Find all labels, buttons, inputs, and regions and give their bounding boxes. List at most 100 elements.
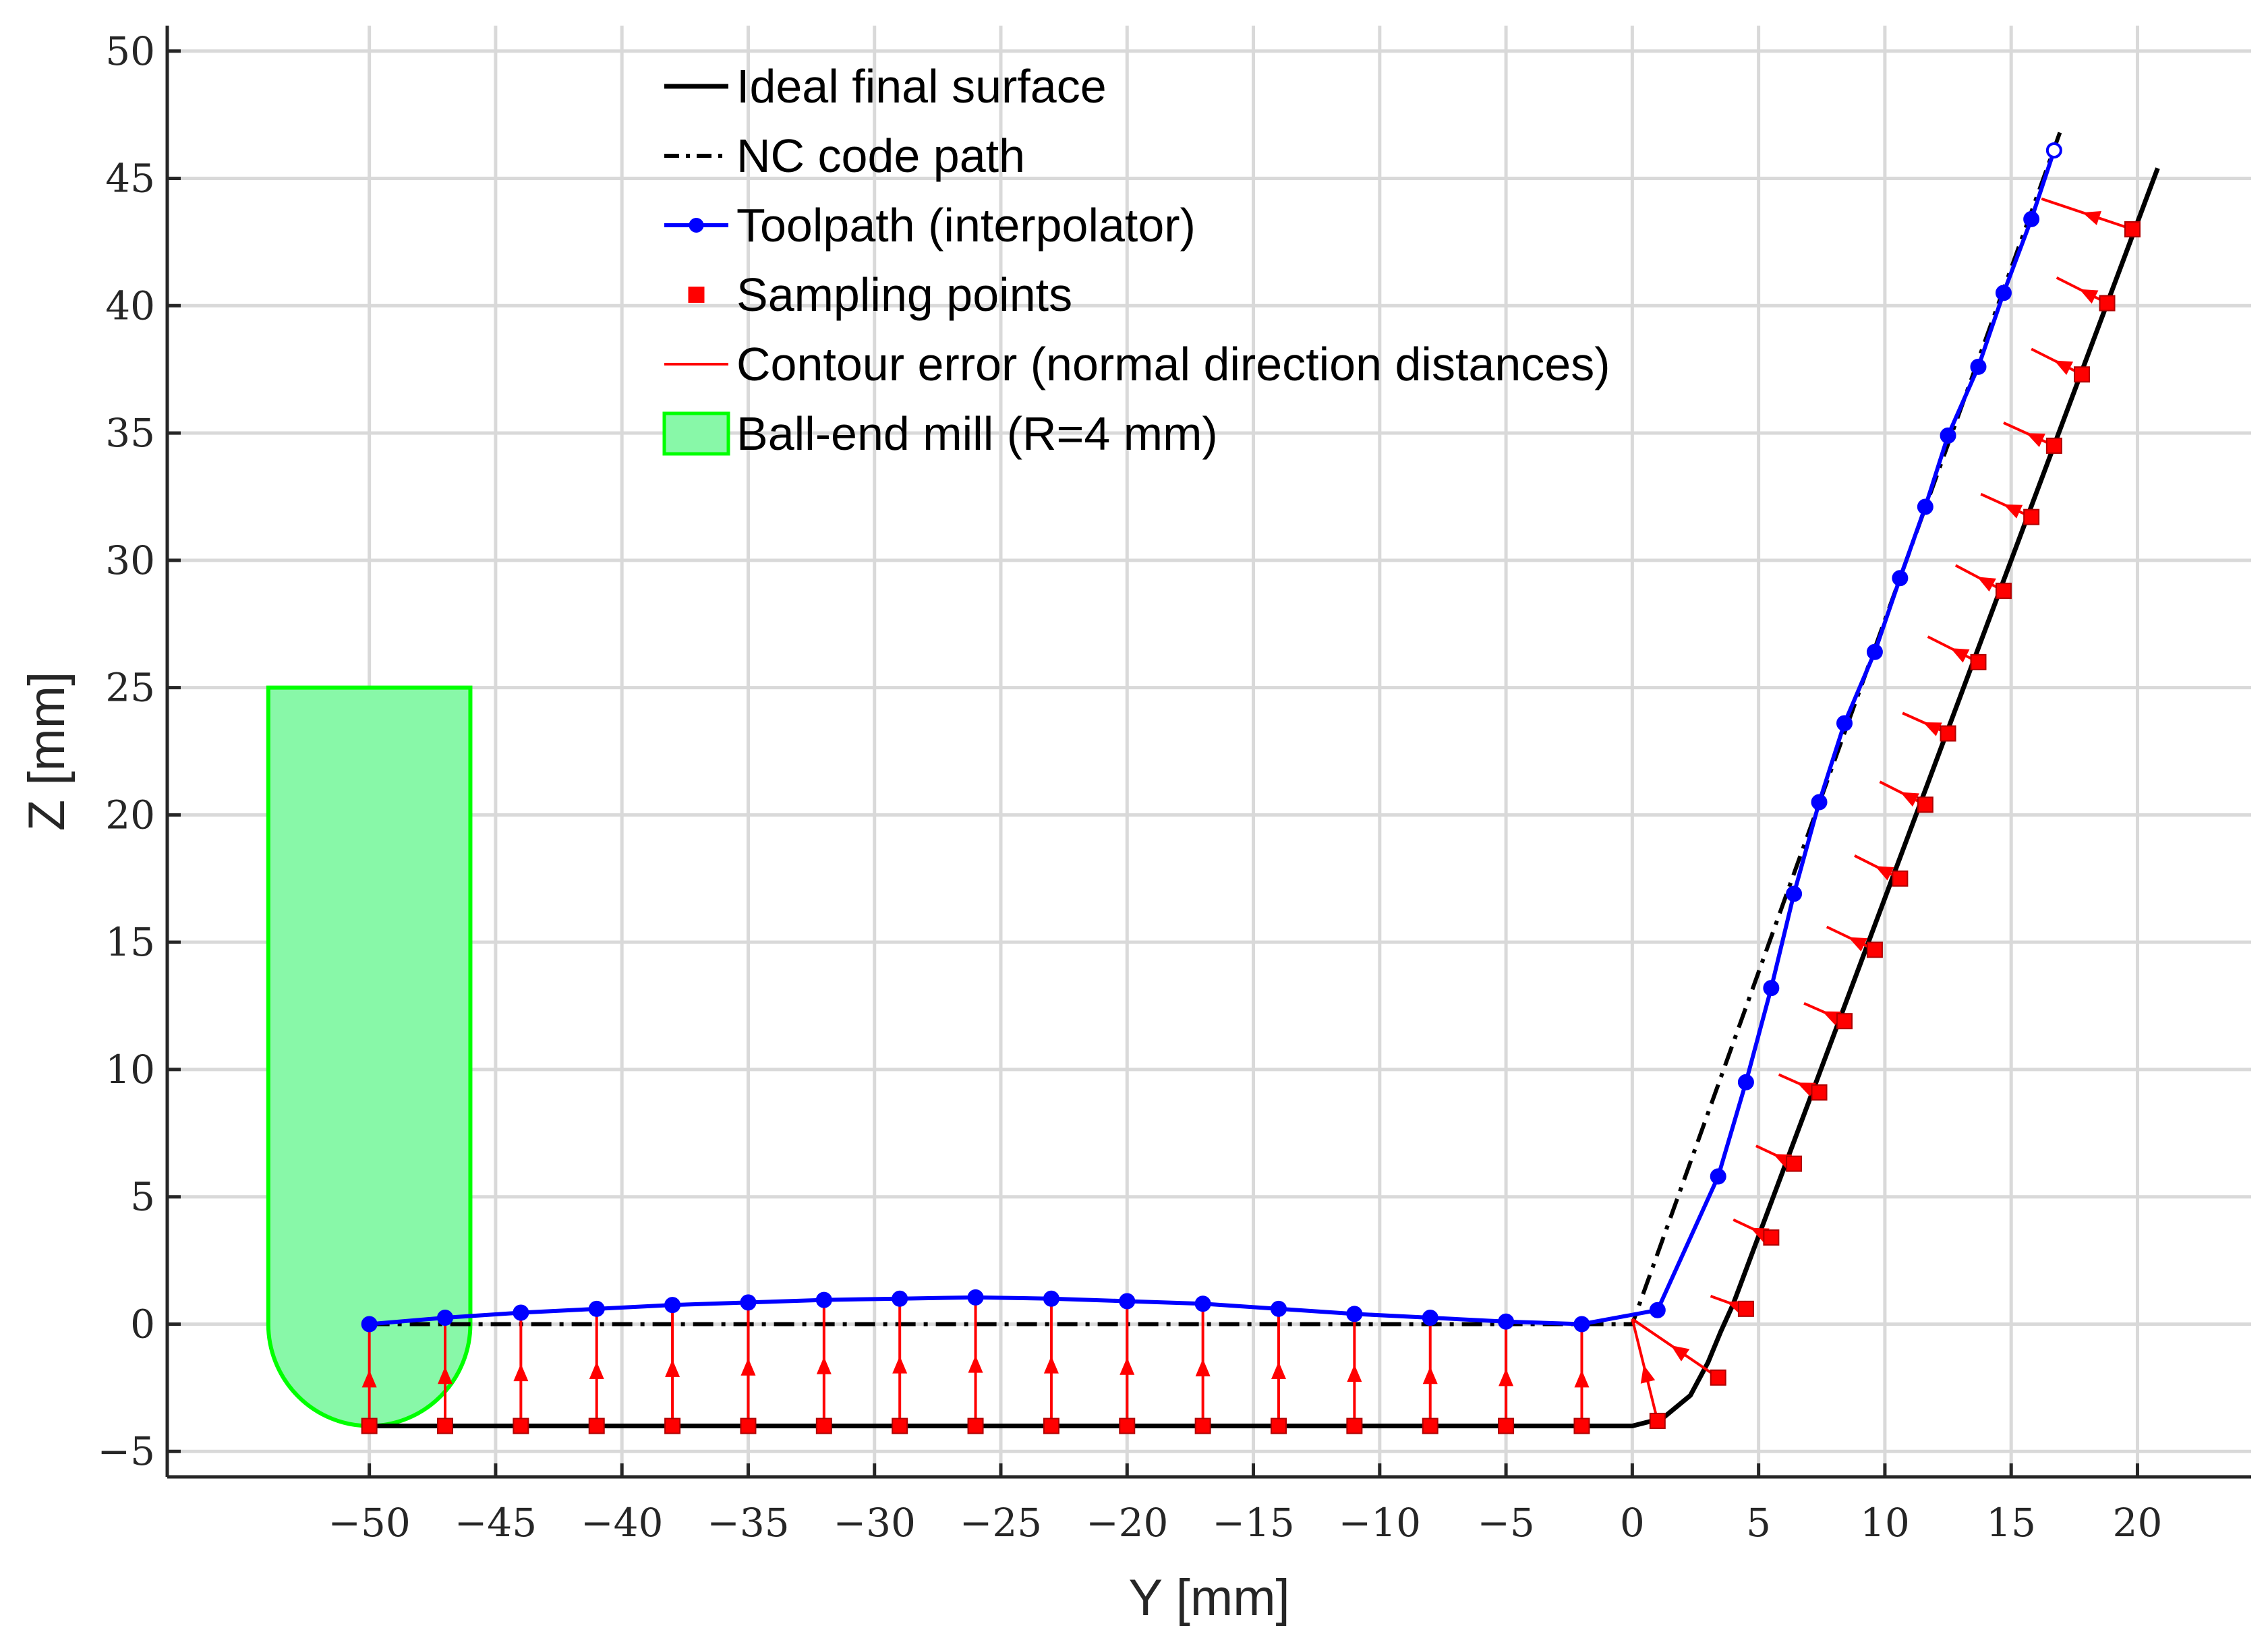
toolpath-point bbox=[2023, 210, 2040, 227]
sampling-point bbox=[1737, 1300, 1754, 1317]
toolpath-point bbox=[2045, 142, 2062, 158]
ideal-surface-line bbox=[369, 167, 2160, 1428]
sampling-point bbox=[1649, 1412, 1666, 1429]
sampling-point bbox=[361, 1418, 378, 1434]
y-tick-label: 0 bbox=[130, 1301, 155, 1347]
y-tick-label: 20 bbox=[105, 792, 155, 838]
contour-error-arrowhead bbox=[589, 1361, 604, 1379]
toolpath-point bbox=[664, 1297, 681, 1314]
x-tick-label: 0 bbox=[1620, 1500, 1645, 1546]
toolpath-point bbox=[1710, 1168, 1726, 1185]
contour-error-arrowhead bbox=[1875, 866, 1894, 881]
toolpath-point bbox=[1498, 1313, 1515, 1330]
sampling-point bbox=[1917, 796, 1933, 813]
sampling-point bbox=[2074, 366, 2091, 383]
toolpath-point bbox=[1119, 1293, 1136, 1310]
contour-error-arrowhead bbox=[665, 1359, 680, 1377]
sampling-point bbox=[2124, 221, 2141, 238]
contour-error-arrowhead bbox=[892, 1355, 908, 1374]
legend-label-3: Toolpath (interpolator) bbox=[736, 199, 1196, 252]
contour-error-arrowhead bbox=[2003, 504, 2023, 519]
toolpath-point bbox=[513, 1304, 529, 1321]
sampling-point bbox=[2023, 508, 2040, 525]
toolpath-point bbox=[1649, 1302, 1666, 1318]
toolpath-point bbox=[1346, 1306, 1363, 1322]
x-tick-label: −35 bbox=[707, 1500, 789, 1546]
legend-label-1: Ideal final surface bbox=[736, 60, 1107, 113]
legend-swatch-patch bbox=[662, 411, 730, 456]
toolpath-point bbox=[1995, 285, 2012, 301]
y-tick-label: 45 bbox=[105, 156, 155, 202]
x-tick-label: 5 bbox=[1746, 1500, 1771, 1546]
y-tick-label: 10 bbox=[105, 1047, 155, 1092]
toolpath-point bbox=[1970, 358, 1987, 375]
sampling-point bbox=[1710, 1369, 1726, 1386]
contour-error-arrowhead bbox=[2026, 433, 2045, 448]
x-tick-label: −5 bbox=[1477, 1500, 1535, 1546]
toolpath-point bbox=[1043, 1290, 1059, 1307]
sampling-point bbox=[1043, 1418, 1059, 1434]
toolpath-point bbox=[1422, 1310, 1438, 1326]
contour-error-arrowhead bbox=[1640, 1364, 1656, 1384]
sampling-point bbox=[1271, 1418, 1287, 1434]
legend-swatch-marker bbox=[689, 218, 704, 233]
contour-error-arrowhead bbox=[1043, 1355, 1059, 1374]
x-axis-label: Y [mm] bbox=[1128, 1569, 1289, 1627]
sampling-point bbox=[513, 1418, 529, 1434]
y-tick-label: 50 bbox=[105, 28, 155, 74]
sampling-point bbox=[1119, 1418, 1136, 1434]
x-tick-label: −25 bbox=[960, 1500, 1042, 1546]
y-axis-label: Z [mm] bbox=[18, 672, 76, 831]
contour-error-arrowhead bbox=[968, 1355, 983, 1373]
x-tick-label: −20 bbox=[1086, 1500, 1168, 1546]
sampling-point bbox=[740, 1418, 757, 1434]
legend-label-6: Ball-end mill (R=4 mm) bbox=[736, 407, 1218, 460]
toolpath-point bbox=[1811, 794, 1828, 811]
sampling-point bbox=[2045, 437, 2062, 454]
contour-error-arrowhead bbox=[1900, 792, 1919, 807]
toolpath-point bbox=[1892, 570, 1909, 587]
legend-label-5: Contour error (normal direction distance… bbox=[736, 338, 1610, 390]
toolpath-point bbox=[1866, 643, 1883, 660]
y-tick-label: 30 bbox=[105, 537, 155, 583]
contour-error-arrowhead bbox=[1848, 937, 1867, 952]
toolpath-point bbox=[437, 1310, 453, 1326]
x-tick-label: 10 bbox=[1860, 1500, 1910, 1546]
sampling-point bbox=[1346, 1418, 1363, 1434]
y-tick-label: 5 bbox=[130, 1174, 155, 1220]
contour-error-arrowhead bbox=[1950, 648, 1970, 663]
legend-swatch-marker bbox=[688, 287, 705, 303]
sampling-point bbox=[1866, 941, 1883, 958]
contour-error-arrowhead bbox=[1120, 1357, 1135, 1375]
x-tick-label: −50 bbox=[328, 1500, 410, 1546]
sampling-point bbox=[967, 1418, 984, 1434]
contour-error-arrowhead bbox=[740, 1358, 756, 1376]
toolpath-point bbox=[1194, 1295, 1211, 1312]
contour-error-arrowhead bbox=[2082, 210, 2101, 225]
sampling-point bbox=[1892, 870, 1909, 887]
toolpath-point bbox=[1763, 980, 1780, 997]
contour-error-arrowhead bbox=[1347, 1364, 1362, 1382]
contour-error-arrowhead bbox=[1271, 1361, 1286, 1379]
contour-error-arrowhead bbox=[1670, 1345, 1690, 1362]
contour-error-arrowhead bbox=[1499, 1368, 1514, 1387]
contour-error-arrowhead bbox=[816, 1356, 832, 1374]
sampling-point bbox=[1763, 1229, 1780, 1246]
y-tick-label: −5 bbox=[98, 1428, 156, 1474]
sampling-point bbox=[1970, 653, 1987, 670]
x-tick-label: 20 bbox=[2113, 1500, 2163, 1546]
toolpath-point bbox=[967, 1289, 984, 1306]
toolpath-point bbox=[740, 1294, 757, 1311]
contour-error-arrowhead bbox=[2054, 360, 2074, 375]
toolpath-point bbox=[1271, 1300, 1287, 1317]
legend-key-4 bbox=[688, 287, 705, 303]
x-tick-label: −45 bbox=[455, 1500, 537, 1546]
y-tick-label: 25 bbox=[105, 665, 155, 711]
toolpath-point bbox=[892, 1290, 908, 1307]
y-tick-label: 40 bbox=[105, 283, 155, 328]
contour-error-arrowhead bbox=[1923, 722, 1942, 736]
toolpath-point bbox=[1737, 1074, 1754, 1090]
legend-key-3 bbox=[664, 218, 728, 233]
